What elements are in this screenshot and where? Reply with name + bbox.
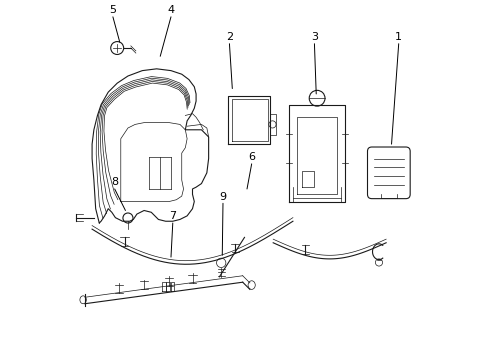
Text: 6: 6 — [248, 152, 255, 162]
Text: 9: 9 — [219, 192, 226, 202]
Text: 1: 1 — [394, 32, 402, 42]
Text: 7: 7 — [169, 211, 176, 221]
Text: 4: 4 — [167, 5, 174, 15]
Text: 8: 8 — [111, 177, 118, 187]
Text: 2: 2 — [225, 32, 232, 42]
Text: 5: 5 — [109, 5, 116, 15]
Text: 3: 3 — [310, 32, 317, 42]
